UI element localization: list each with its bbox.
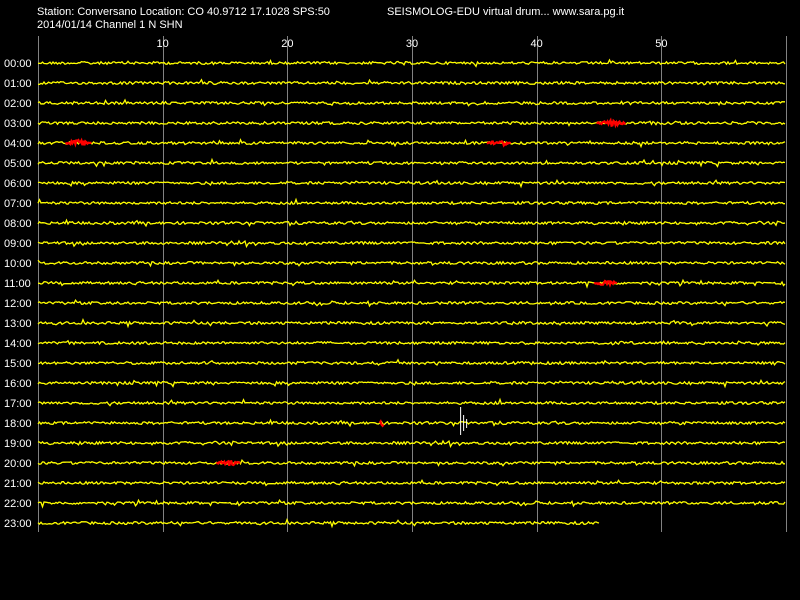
trace-18:00 (37, 418, 786, 428)
trace-16:00 (37, 378, 786, 389)
hour-label: 13:00 (4, 318, 32, 330)
trace-23:00 (37, 517, 600, 529)
hour-label: 02:00 (4, 98, 32, 110)
date-channel-info: 2014/01/14 Channel 1 N SHN (37, 19, 183, 31)
trace-09:00 (37, 239, 786, 249)
hour-label: 04:00 (4, 138, 32, 150)
hour-label: 01:00 (4, 78, 32, 90)
hour-label: 16:00 (4, 378, 32, 390)
event-mark (378, 419, 385, 428)
trace-22:00 (37, 498, 786, 509)
hour-label: 03:00 (4, 118, 32, 130)
hour-label: 23:00 (4, 518, 32, 530)
event-mark (216, 459, 241, 467)
event-mark (65, 137, 92, 148)
hour-label: 09:00 (4, 238, 32, 250)
hour-label: 21:00 (4, 478, 32, 490)
hour-axis-labels: 00:00 01:00 02:00 03:00 04:00 05:00 06:00 07:00… (4, 58, 32, 530)
minute-label: 30 (406, 38, 418, 50)
trace-20:00 (37, 458, 785, 468)
event-mark (486, 139, 512, 148)
trace-12:00 (37, 298, 786, 308)
trace-21:00 (37, 479, 786, 487)
trace-15:00 (37, 358, 786, 367)
trace-05:00 (37, 157, 786, 168)
trace-19:00 (37, 439, 786, 449)
event-mark (596, 117, 627, 129)
hour-label: 05:00 (4, 158, 32, 170)
hour-label: 15:00 (4, 358, 32, 370)
hour-label: 06:00 (4, 178, 32, 190)
trace-17:00 (37, 397, 786, 407)
trace-rows (37, 58, 786, 529)
trace-08:00 (37, 218, 786, 228)
trace-04:00 (37, 138, 786, 149)
hour-label: 19:00 (4, 438, 32, 450)
hour-label: 08:00 (4, 218, 32, 230)
event-mark (593, 279, 618, 288)
hour-label: 12:00 (4, 298, 32, 310)
trace-03:00 (37, 120, 786, 127)
minute-label: 20 (281, 38, 293, 50)
trace-13:00 (37, 317, 786, 329)
trace-07:00 (37, 197, 785, 206)
minute-axis-labels: 10 20 30 40 50 (157, 38, 668, 50)
hour-label: 17:00 (4, 398, 32, 410)
hour-label: 11:00 (4, 278, 31, 290)
minute-label: 50 (655, 38, 667, 50)
hour-label: 18:00 (4, 418, 32, 430)
hour-label: 20:00 (4, 458, 32, 470)
hour-label: 10:00 (4, 258, 32, 270)
hour-label: 14:00 (4, 338, 32, 350)
station-info: Station: Conversano Location: CO 40.9712… (37, 6, 330, 18)
hour-label: 07:00 (4, 198, 32, 210)
trace-10:00 (37, 259, 786, 268)
minute-grid (38, 36, 787, 532)
trace-01:00 (37, 78, 786, 86)
trace-02:00 (37, 98, 785, 107)
minute-label: 10 (157, 38, 169, 50)
trace-14:00 (37, 339, 786, 346)
hour-label: 22:00 (4, 498, 32, 510)
app-title: SEISMOLOG-EDU virtual drum... www.sara.p… (387, 6, 625, 18)
trace-06:00 (37, 178, 786, 189)
hour-label: 00:00 (4, 58, 32, 70)
trace-11:00 (38, 278, 786, 289)
minute-label: 40 (531, 38, 543, 50)
spike-mark (460, 407, 468, 435)
trace-00:00 (37, 58, 786, 68)
